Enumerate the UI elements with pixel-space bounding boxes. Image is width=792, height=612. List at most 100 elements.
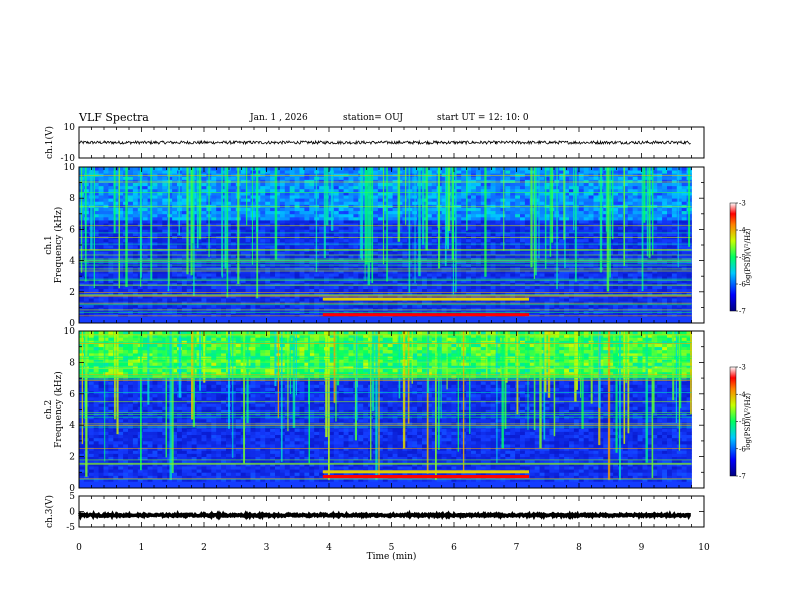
spectrogram-cell bbox=[304, 285, 310, 290]
spectrogram-cell bbox=[382, 251, 389, 255]
spectrogram-cell bbox=[446, 269, 452, 274]
spectrogram-cell bbox=[495, 188, 501, 193]
spectrogram-cell bbox=[270, 185, 276, 190]
spectrogram-cell bbox=[475, 251, 482, 255]
spectrogram-cell bbox=[348, 210, 354, 215]
spectrogram-cell bbox=[402, 182, 408, 187]
spectrogram-cell bbox=[235, 304, 242, 308]
spectrogram-cell bbox=[397, 273, 403, 277]
spectrogram-cell bbox=[211, 188, 217, 193]
spectrogram-cell bbox=[343, 170, 349, 174]
spectrogram-cell bbox=[539, 273, 545, 277]
spectrogram-cell bbox=[113, 291, 119, 296]
spectrogram-cell bbox=[495, 201, 501, 205]
spectrogram-cell bbox=[132, 288, 139, 293]
spectrogram-cell bbox=[373, 307, 379, 311]
spectrogram-cell bbox=[348, 285, 354, 290]
spectrogram-cell bbox=[524, 223, 531, 227]
spectrogram-cell bbox=[539, 191, 545, 196]
spectrogram-cell bbox=[515, 285, 521, 290]
spectrogram-cell bbox=[147, 179, 153, 183]
spectrogram-cell bbox=[387, 201, 393, 205]
spectrogram-cell bbox=[402, 232, 408, 237]
spectrogram-cell bbox=[240, 188, 246, 193]
spectrogram-cell bbox=[206, 273, 212, 277]
spectrogram-cell bbox=[412, 291, 418, 296]
spectrogram-cell bbox=[534, 251, 540, 255]
spectrogram-cell bbox=[353, 220, 359, 224]
spectrogram-cell bbox=[294, 185, 300, 190]
spectrogram-cell bbox=[123, 288, 129, 293]
spectrogram-cell bbox=[471, 226, 477, 230]
spectrogram-cell bbox=[485, 176, 491, 180]
spectrogram-cell bbox=[505, 229, 511, 233]
spectrogram-cell bbox=[515, 254, 521, 258]
spectrogram-cell bbox=[382, 170, 389, 174]
spectrogram-cell bbox=[422, 276, 428, 280]
spectrogram-cell bbox=[520, 276, 526, 280]
spectrogram-cell bbox=[279, 279, 286, 283]
spectrogram-cell bbox=[284, 291, 291, 296]
spectrogram-cell bbox=[338, 269, 344, 274]
spectrogram-cell bbox=[500, 220, 506, 224]
spectrogram-cell bbox=[167, 273, 173, 277]
spectrogram-cell bbox=[353, 273, 359, 277]
spectrogram-cell bbox=[211, 273, 217, 277]
spectrogram-cell bbox=[230, 254, 237, 258]
spectrogram-cell bbox=[377, 282, 384, 286]
spectrogram-cell bbox=[275, 226, 281, 230]
spectrogram-cell bbox=[451, 238, 457, 243]
spectrogram-cell bbox=[167, 182, 173, 187]
spectrogram-cell bbox=[260, 195, 266, 199]
spectrogram-cell bbox=[529, 276, 536, 280]
spectrogram-cell bbox=[265, 167, 271, 171]
spectrogram-cell bbox=[309, 213, 315, 218]
spectrogram-cell bbox=[490, 285, 496, 290]
spectrogram-cell bbox=[309, 201, 315, 205]
spectrogram-cell bbox=[338, 170, 344, 174]
spectrogram-cell bbox=[475, 273, 482, 277]
spectrogram-cell bbox=[382, 176, 389, 180]
spectrogram-cell bbox=[279, 298, 286, 302]
spectrogram-cell bbox=[157, 201, 163, 205]
spectrogram-cell bbox=[172, 229, 178, 233]
spectrogram-cell bbox=[221, 195, 227, 199]
spectrogram-cell bbox=[534, 291, 540, 296]
spectrogram-cell bbox=[471, 288, 477, 293]
spectrogram-cell bbox=[392, 210, 398, 215]
spectrogram-cell bbox=[392, 245, 398, 249]
spectrogram-cell bbox=[431, 279, 438, 283]
spectrogram-cell bbox=[417, 279, 423, 283]
spectrogram-cell bbox=[382, 269, 389, 274]
spectrogram-cell bbox=[515, 188, 521, 193]
spectrogram-cell bbox=[108, 229, 114, 233]
spectrogram-cell bbox=[441, 216, 447, 221]
spectrogram-cell bbox=[475, 307, 482, 311]
spectrogram-cell bbox=[108, 279, 114, 283]
spectrogram-cell bbox=[201, 254, 207, 258]
spectrogram-cell bbox=[436, 279, 442, 283]
spectrogram-cell bbox=[461, 191, 467, 196]
spectrogram-cell bbox=[294, 220, 300, 224]
spectrogram-cell bbox=[510, 223, 516, 227]
spectrogram-cell bbox=[152, 279, 158, 283]
spectrogram-cell bbox=[108, 232, 114, 237]
spectrogram-cell bbox=[505, 291, 511, 296]
spectrogram-cell bbox=[382, 191, 389, 196]
spectrogram-cell bbox=[88, 285, 95, 290]
spectrogram-cell bbox=[265, 245, 271, 249]
spectrogram-cell bbox=[108, 304, 114, 308]
spectrogram-cell bbox=[524, 291, 531, 296]
spectrogram-cell bbox=[539, 216, 545, 221]
spectrogram-cell bbox=[304, 245, 310, 249]
spectrogram-cell bbox=[510, 173, 516, 177]
spectrogram-cell bbox=[475, 269, 482, 274]
spectrogram-cell bbox=[128, 173, 134, 177]
spectrogram-cell bbox=[485, 213, 491, 218]
spectrogram-cell bbox=[475, 291, 482, 296]
spectrogram-cell bbox=[324, 291, 330, 296]
spectrogram-cell bbox=[422, 232, 428, 237]
spectrogram-cell bbox=[162, 291, 168, 296]
spectrogram-cell bbox=[534, 173, 540, 177]
spectrogram-cell bbox=[201, 285, 207, 290]
